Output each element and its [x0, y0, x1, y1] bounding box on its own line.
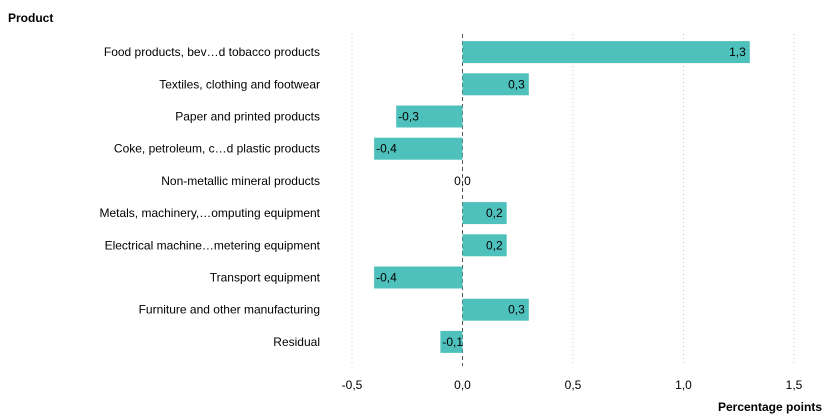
x-tick-label: 1,0 [675, 378, 692, 392]
x-tick-label: 0,5 [565, 378, 582, 392]
bar [462, 234, 507, 257]
data-label: -0,4 [376, 271, 397, 285]
bar [374, 266, 463, 289]
bar [462, 298, 529, 321]
data-label: -0,3 [398, 110, 419, 124]
x-tick-labels: -0,5 0,0 0,5 1,0 1,5 [342, 378, 803, 392]
bar [440, 330, 463, 353]
bar [462, 73, 529, 96]
category-label: Electrical machine…metering equipment [105, 238, 321, 252]
category-label: Textiles, clothing and footwear [159, 77, 320, 91]
data-label: 0,3 [508, 77, 525, 91]
x-axis-title: Percentage points [718, 400, 822, 414]
x-tick-label: 0,0 [454, 378, 471, 392]
category-label: Residual [273, 335, 320, 349]
bar [462, 41, 750, 64]
category-label: Paper and printed products [175, 110, 320, 124]
category-label: Food products, bev…d tobacco products [104, 45, 320, 59]
category-labels: Food products, bev…d tobacco products Tex… [99, 45, 320, 349]
category-label: Coke, petroleum, c…d plastic products [114, 142, 320, 156]
category-label: Non-metallic mineral products [161, 174, 320, 188]
bar [374, 137, 463, 160]
bar [396, 105, 463, 128]
category-axis-title: Product [8, 11, 53, 25]
data-label: -0,4 [376, 142, 397, 156]
data-label: 0,0 [454, 174, 471, 188]
bars: 1,3 0,3 -0,3 -0,4 0,0 0,2 0,2 -0,4 0,3 -0,1 [374, 41, 750, 353]
data-label: 0,2 [486, 238, 503, 252]
x-tick-label: 1,5 [786, 378, 803, 392]
category-label: Furniture and other manufacturing [139, 303, 320, 317]
x-tick-label: -0,5 [342, 378, 363, 392]
data-label: 1,3 [729, 45, 746, 59]
bar [462, 202, 507, 225]
data-label: 0,3 [508, 303, 525, 317]
data-label: 0,2 [486, 206, 503, 220]
gridlines [351, 34, 795, 366]
data-label: -0,1 [442, 335, 463, 349]
category-label: Metals, machinery,…omputing equipment [99, 206, 320, 220]
category-label: Transport equipment [210, 271, 321, 285]
